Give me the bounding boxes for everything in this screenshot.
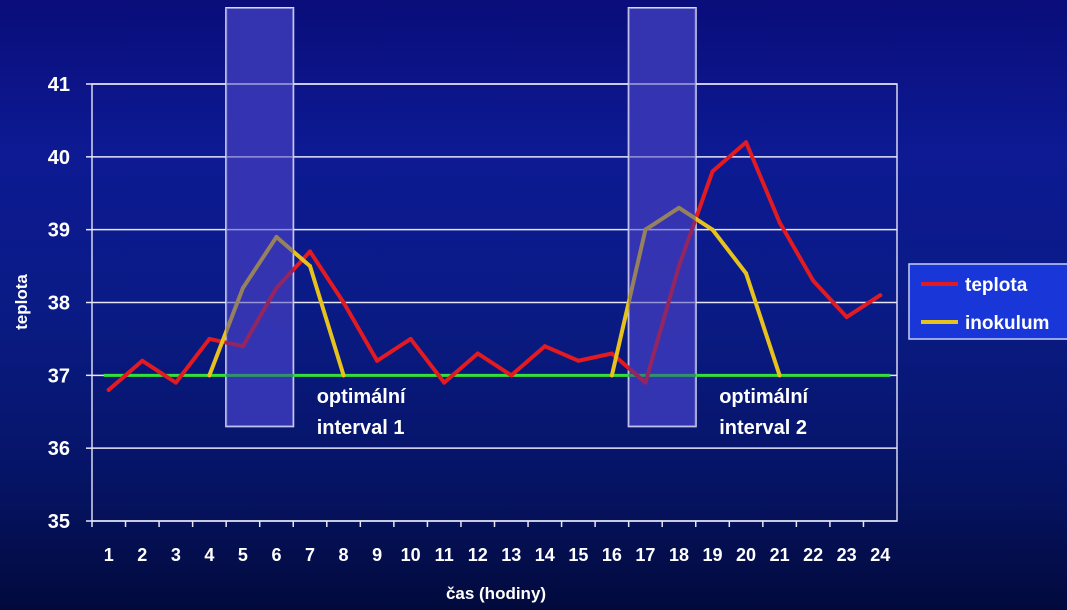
- x-axis-ticks: 1 2 3 4 5 6 7 8 9 10 11 12 13 14 15 16 17 18 19 20 21 22 23 24: [91, 521, 890, 565]
- y-tick-label: 37: [48, 365, 70, 387]
- interval-box-1: [225, 7, 295, 428]
- x-tick-label: 5: [238, 545, 248, 565]
- data-point-inokulum: [609, 373, 614, 378]
- x-tick-label: 9: [372, 545, 382, 565]
- data-point-teplota: [408, 336, 413, 341]
- data-point-teplota: [140, 358, 145, 363]
- legend: teplota inokulum: [908, 263, 1067, 340]
- y-axis-ticks: 35 36 37 38 39 40 41: [48, 74, 92, 533]
- x-axis-title: čas (hodiny): [446, 584, 546, 603]
- x-tick-label: 17: [635, 545, 655, 565]
- y-tick-label: 40: [48, 147, 70, 169]
- data-point-teplota: [240, 344, 245, 349]
- data-point-teplota: [744, 140, 749, 145]
- data-point-teplota: [609, 351, 614, 356]
- data-point-teplota: [576, 358, 581, 363]
- x-tick-label: 19: [703, 545, 723, 565]
- series-line-inokulum-2: [609, 205, 782, 378]
- data-point-teplota: [811, 278, 816, 283]
- x-tick-label: 6: [271, 545, 281, 565]
- interval-label-2-line2: interval 2: [719, 417, 807, 439]
- interval-annotations: optimální interval 1 optimální interval 2: [317, 386, 810, 439]
- series-line-teplota-1: [106, 140, 883, 392]
- data-point-inokulum: [341, 373, 346, 378]
- x-tick-label: 20: [736, 545, 756, 565]
- gridlines: [92, 83, 897, 522]
- x-tick-label: 2: [137, 545, 147, 565]
- y-tick-label: 36: [48, 438, 70, 460]
- x-tick-label: 8: [339, 545, 349, 565]
- x-tick-label: 23: [837, 545, 857, 565]
- data-point-teplota: [542, 344, 547, 349]
- x-tick-label: 15: [568, 545, 588, 565]
- x-tick-label: 21: [770, 545, 790, 565]
- legend-label-inokulum: inokulum: [965, 313, 1049, 334]
- interval-label-1-line2: interval 1: [317, 417, 405, 439]
- data-point-inokulum: [240, 285, 245, 290]
- data-point-teplota: [341, 300, 346, 305]
- x-tick-label: 1: [104, 545, 114, 565]
- data-point-teplota: [274, 285, 279, 290]
- data-point-teplota: [878, 293, 883, 298]
- data-point-teplota: [173, 380, 178, 385]
- x-tick-label: 24: [870, 545, 890, 565]
- data-point-teplota: [207, 336, 212, 341]
- data-point-inokulum: [274, 234, 279, 239]
- x-tick-label: 22: [803, 545, 823, 565]
- data-point-inokulum: [308, 264, 313, 269]
- data-point-teplota: [676, 264, 681, 269]
- legend-label-teplota: teplota: [965, 275, 1028, 296]
- interval-overlay-2: [628, 8, 696, 427]
- x-tick-label: 3: [171, 545, 181, 565]
- y-axis-title: teplota: [12, 274, 31, 330]
- y-tick-label: 35: [48, 511, 70, 533]
- x-tick-label: 14: [535, 545, 555, 565]
- data-point-inokulum: [207, 373, 212, 378]
- data-point-inokulum: [676, 205, 681, 210]
- data-point-teplota: [475, 351, 480, 356]
- data-point-inokulum: [710, 227, 715, 232]
- x-tick-label: 11: [435, 545, 454, 565]
- data-point-teplota: [509, 373, 514, 378]
- x-tick-label: 4: [204, 545, 214, 565]
- data-point-teplota: [844, 315, 849, 320]
- x-tick-label: 12: [468, 545, 488, 565]
- data-point-teplota: [777, 220, 782, 225]
- x-tick-label: 10: [401, 545, 421, 565]
- x-tick-label: 13: [501, 545, 521, 565]
- data-point-teplota: [308, 249, 313, 254]
- y-tick-label: 39: [48, 220, 70, 242]
- data-point-inokulum: [643, 227, 648, 232]
- legend-box: [908, 263, 1067, 340]
- interval-overlay-1: [226, 8, 294, 427]
- series-lines: [106, 8, 883, 427]
- x-tick-label: 7: [305, 545, 315, 565]
- data-point-teplota: [710, 169, 715, 174]
- y-tick-label: 41: [48, 74, 70, 96]
- data-point-teplota: [442, 380, 447, 385]
- x-tick-label: 18: [669, 545, 689, 565]
- data-point-inokulum: [744, 271, 749, 276]
- interval-label-2-line1: optimální: [719, 386, 809, 408]
- y-tick-label: 38: [48, 293, 70, 315]
- interval-label-1-line1: optimální: [317, 386, 407, 408]
- data-point-teplota: [643, 380, 648, 385]
- interval-boxes: [225, 7, 697, 428]
- x-tick-label: 16: [602, 545, 622, 565]
- data-point-teplota: [375, 358, 380, 363]
- data-point-inokulum: [777, 373, 782, 378]
- data-point-teplota: [106, 387, 111, 392]
